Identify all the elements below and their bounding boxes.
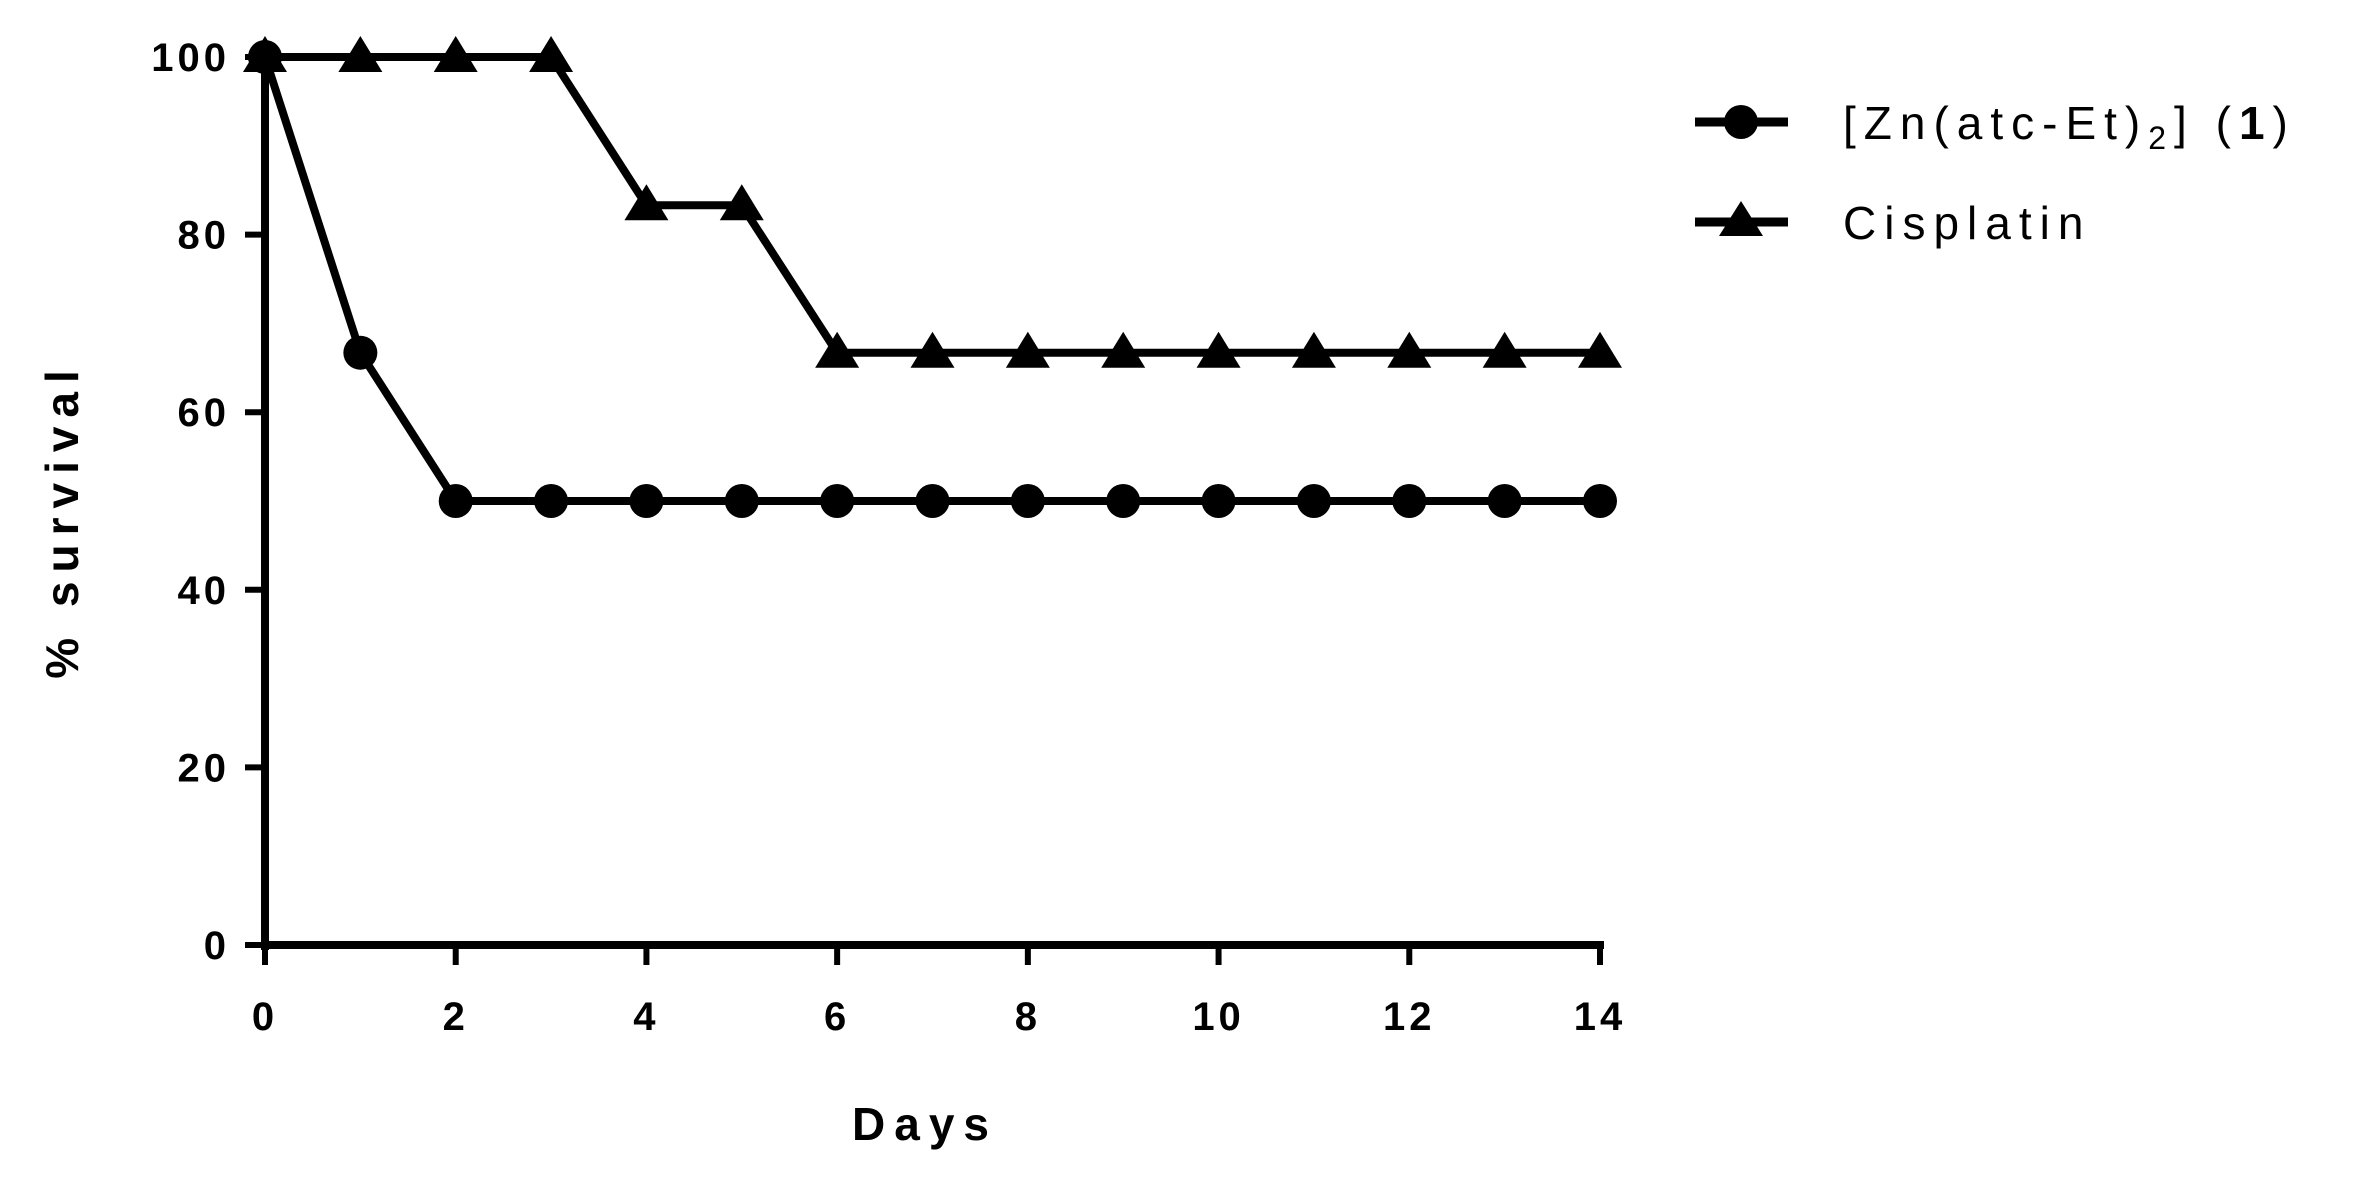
data-point-triangle xyxy=(529,36,574,72)
data-point-triangle xyxy=(910,331,955,368)
data-point-circle xyxy=(1583,484,1617,518)
y-tick-label: 40 xyxy=(178,569,231,613)
series-line-zn-complex xyxy=(261,55,1600,505)
x-tick-label: 12 xyxy=(1383,995,1436,1039)
x-tick-label: 6 xyxy=(824,995,850,1039)
legend-label-zn-number: 1 xyxy=(2239,97,2273,149)
data-point-circle xyxy=(1487,484,1522,518)
data-point-triangle xyxy=(338,36,383,72)
data-point-circle xyxy=(1392,484,1427,518)
data-point-circle xyxy=(1106,484,1141,518)
data-point-triangle xyxy=(815,331,860,368)
legend-label-cisplatin: Cisplatin xyxy=(1843,197,2091,249)
x-tick-label: 2 xyxy=(443,995,469,1039)
y-tick-label: 100 xyxy=(151,36,230,80)
data-point-circle xyxy=(915,484,950,518)
data-point-triangle xyxy=(1101,331,1146,368)
x-tick-label: 10 xyxy=(1192,995,1245,1039)
series-line-cisplatin xyxy=(265,53,1600,357)
y-tick-label: 20 xyxy=(178,746,231,790)
legend-item-zn-complex: [Zn(atc-Et)2] (1) xyxy=(1695,97,2296,156)
legend-marker-circle xyxy=(1724,105,1758,139)
x-tick-label: 14 xyxy=(1574,995,1627,1039)
data-point-triangle xyxy=(1291,331,1336,368)
legend-label-zn-prefix: [Zn(atc-Et) xyxy=(1843,97,2148,149)
legend-label-zn-end: ) xyxy=(2273,97,2296,149)
data-point-circle xyxy=(438,484,473,518)
y-axis-title: % survival xyxy=(36,361,88,679)
y-tick-label: 0 xyxy=(204,924,230,968)
data-point-triangle xyxy=(1196,331,1241,368)
data-point-triangle xyxy=(1482,331,1527,368)
legend: [Zn(atc-Et)2] (1) Cisplatin xyxy=(1695,97,2296,249)
x-tick-label: 4 xyxy=(633,995,659,1039)
legend-label-zn-suffix: ] ( xyxy=(2174,97,2239,149)
data-point-triangle xyxy=(719,184,764,221)
axes xyxy=(261,53,1604,950)
legend-label-zn-subscript: 2 xyxy=(2148,120,2174,156)
data-point-circle xyxy=(1201,484,1236,518)
data-point-circle xyxy=(724,484,759,518)
series-zn-complex xyxy=(248,40,1617,518)
data-point-triangle xyxy=(1005,331,1050,368)
data-point-circle xyxy=(1010,484,1045,518)
data-point-triangle xyxy=(433,36,478,72)
data-point-triangle xyxy=(243,36,287,72)
x-axis-ticks: 0 2 4 6 8 10 12 14 xyxy=(252,945,1627,1039)
data-point-circle xyxy=(534,484,569,518)
data-point-circle xyxy=(343,335,378,370)
legend-label-zn-complex: [Zn(atc-Et)2] (1) xyxy=(1843,97,2296,156)
legend-marker-triangle xyxy=(1719,201,1763,236)
x-axis-title: Days xyxy=(852,1098,998,1150)
y-tick-label: 60 xyxy=(178,391,231,435)
series-cisplatin xyxy=(243,36,1622,368)
x-tick-label: 8 xyxy=(1015,995,1041,1039)
data-point-circle xyxy=(1296,484,1331,518)
legend-item-cisplatin: Cisplatin xyxy=(1695,197,2091,249)
y-tick-label: 80 xyxy=(178,214,231,258)
data-point-circle xyxy=(629,484,664,518)
data-point-triangle xyxy=(1578,331,1622,368)
x-tick-label: 0 xyxy=(252,995,278,1039)
series-layer xyxy=(243,36,1622,518)
data-point-triangle xyxy=(1387,331,1432,368)
y-axis-ticks: 0 20 40 60 80 100 xyxy=(151,36,265,968)
data-point-triangle xyxy=(624,184,669,221)
data-point-circle xyxy=(820,484,855,518)
